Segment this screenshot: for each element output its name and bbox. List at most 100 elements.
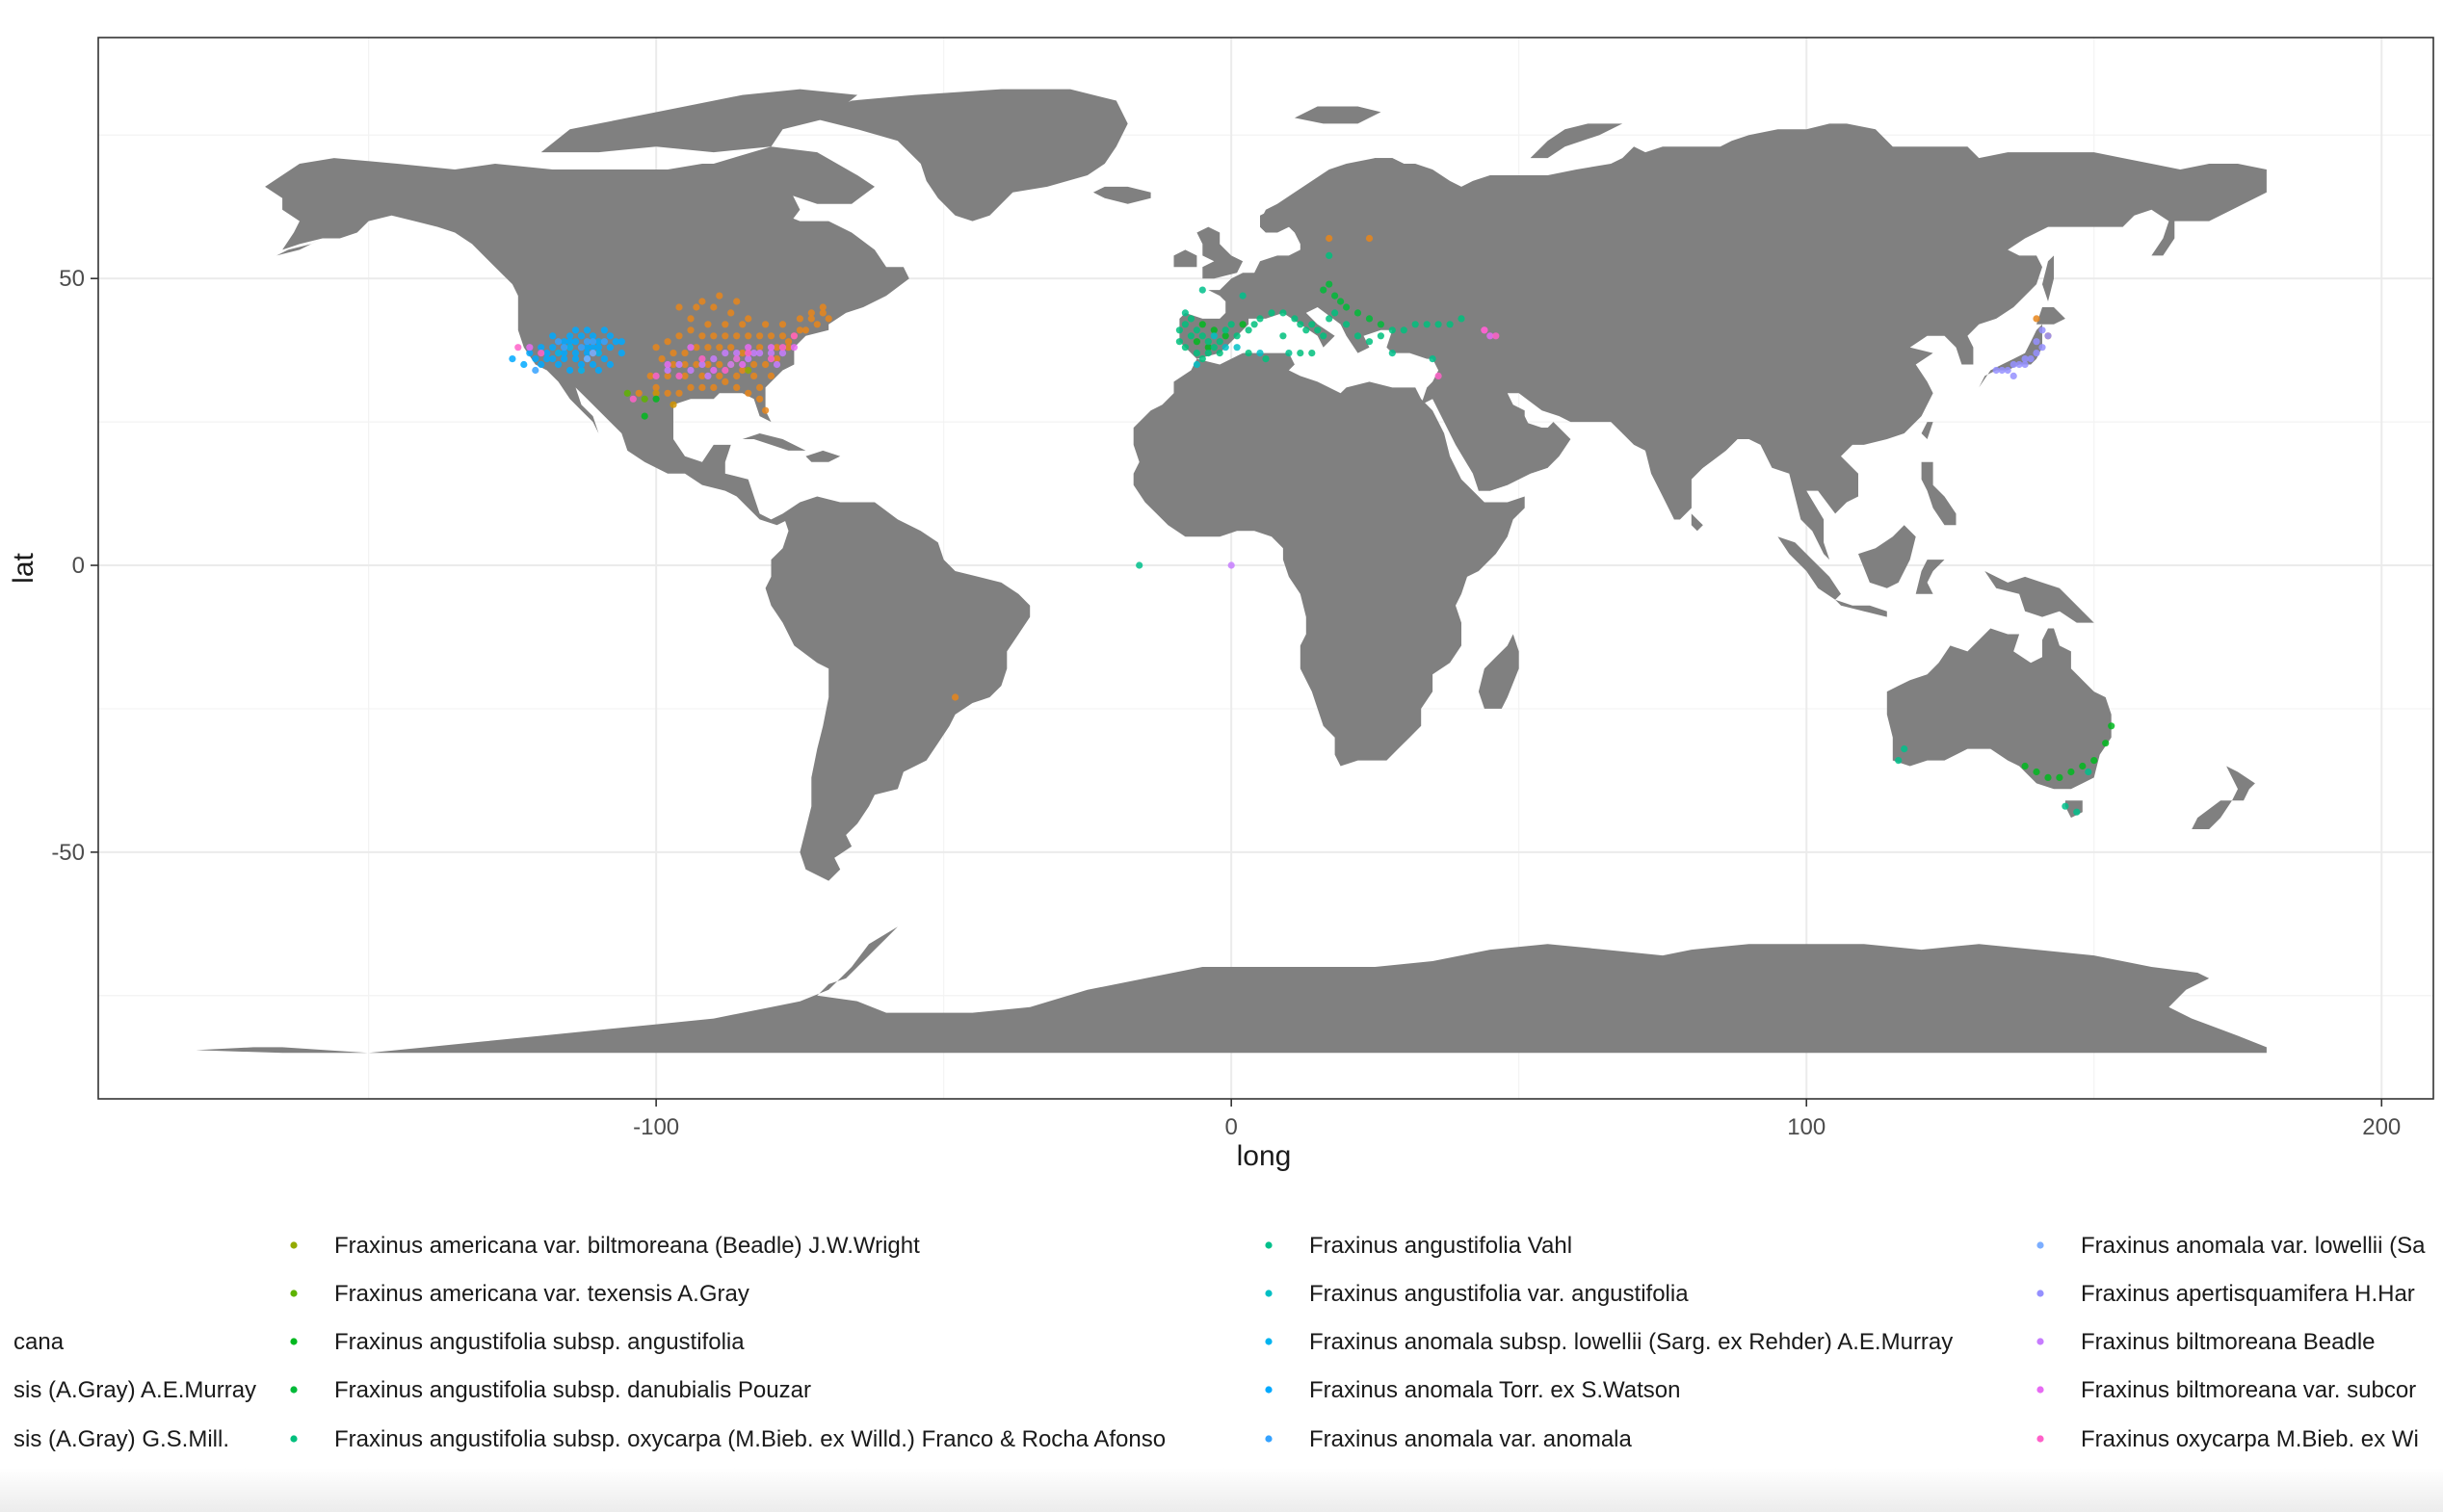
- occurrence-point: [1279, 332, 1287, 340]
- occurrence-point: [1198, 286, 1206, 294]
- occurrence-point: [762, 321, 770, 328]
- occurrence-point: [571, 338, 580, 346]
- x-tick-label: 0: [1224, 1114, 1237, 1140]
- occurrence-point: [773, 344, 781, 352]
- legend-key: [290, 1241, 298, 1249]
- legend-label: Fraxinus anomala var. lowellii (Sa: [2081, 1233, 2426, 1259]
- occurrence-point: [1992, 366, 2000, 375]
- occurrence-point: [1326, 251, 1333, 259]
- x-tick-label: -100: [633, 1114, 679, 1140]
- land-new-zealand-north: [2226, 766, 2255, 801]
- occurrence-point: [1297, 321, 1304, 328]
- y-axis: -50 0 50: [51, 266, 98, 866]
- occurrence-point: [1308, 321, 1316, 328]
- occurrence-point: [1365, 338, 1374, 346]
- occurrence-point: [767, 350, 775, 357]
- land-sri-lanka: [1691, 513, 1703, 532]
- legend-key: [290, 1338, 298, 1345]
- legend-key: [290, 1290, 298, 1297]
- land-baffin: [713, 146, 875, 204]
- occurrence-point: [698, 360, 706, 369]
- land-sulawesi: [1915, 560, 1945, 594]
- land-novaya-zemlya: [1530, 123, 1623, 159]
- occurrence-point: [733, 383, 741, 391]
- occurrence-point: [698, 383, 706, 391]
- occurrence-point: [722, 321, 729, 328]
- occurrence-point: [716, 360, 723, 369]
- occurrence-point: [635, 389, 643, 397]
- legend-label: Fraxinus angustifolia subsp. danubialis …: [334, 1377, 811, 1403]
- occurrence-point: [606, 360, 615, 369]
- occurrence-point: [687, 315, 695, 323]
- legend-key: [2036, 1386, 2044, 1394]
- occurrence-point: [589, 350, 597, 357]
- occurrence-point: [1216, 350, 1223, 357]
- occurrence-point: [652, 389, 660, 397]
- occurrence-point: [1492, 332, 1500, 340]
- occurrence-point: [1210, 344, 1218, 352]
- occurrence-point: [739, 360, 747, 369]
- occurrence-point: [555, 350, 563, 357]
- land-cuba: [742, 433, 806, 451]
- land-hispaniola: [805, 450, 841, 462]
- legend-key: [1265, 1241, 1273, 1249]
- occurrence-point: [1901, 745, 1908, 753]
- occurrence-point: [2010, 360, 2017, 369]
- occurrence-point: [2033, 768, 2040, 776]
- occurrence-point: [739, 350, 747, 357]
- occurrence-point: [589, 332, 597, 340]
- land-greenland: [811, 89, 1128, 222]
- window-bottom-edge: [0, 1468, 2443, 1512]
- occurrence-point: [819, 309, 827, 317]
- legend-key: [1265, 1290, 1273, 1297]
- occurrence-point: [543, 355, 551, 363]
- occurrence-point: [2010, 372, 2017, 379]
- occurrence-point: [698, 372, 706, 379]
- occurrence-point: [727, 344, 735, 352]
- occurrence-point: [670, 350, 677, 357]
- occurrence-point: [1331, 309, 1339, 317]
- occurrence-point: [722, 332, 729, 340]
- occurrence-point: [2044, 332, 2052, 340]
- occurrence-point: [600, 338, 609, 346]
- occurrence-point: [1210, 332, 1218, 340]
- occurrence-point: [693, 303, 700, 311]
- occurrence-point: [704, 321, 712, 328]
- occurrence-point: [710, 383, 718, 391]
- legend-key: [290, 1386, 298, 1394]
- land-new-guinea: [1984, 571, 2094, 623]
- occurrence-point: [641, 412, 648, 420]
- occurrence-point: [1291, 315, 1299, 323]
- occurrence-point: [1222, 326, 1229, 334]
- land-madagascar: [1478, 634, 1519, 709]
- occurrence-point: [549, 355, 557, 363]
- occurrence-point: [745, 315, 752, 323]
- occurrence-point: [722, 366, 729, 375]
- occurrence-point: [2033, 315, 2040, 323]
- occurrence-point: [778, 350, 787, 357]
- occurrence-point: [1187, 332, 1195, 340]
- occurrence-point: [716, 292, 723, 300]
- occurrence-point: [733, 332, 741, 340]
- occurrence-point: [687, 326, 695, 334]
- legend-label: Fraxinus anomala subsp. lowellii (Sarg. …: [1309, 1329, 1953, 1355]
- legend-key: [1265, 1386, 1273, 1394]
- occurrence-point: [722, 350, 729, 357]
- occurrence-point: [1175, 338, 1183, 346]
- occurrence-point: [652, 372, 660, 379]
- land-borneo: [1858, 525, 1916, 588]
- occurrence-point: [807, 309, 815, 317]
- occurrence-point: [1308, 350, 1316, 357]
- occurrence-point: [675, 389, 683, 397]
- occurrence-point: [594, 338, 603, 346]
- land-svalbard: [1294, 106, 1381, 124]
- land-new-zealand-south: [2192, 800, 2232, 829]
- occurrence-point: [1320, 332, 1327, 340]
- occurrence-point: [693, 344, 700, 352]
- occurrence-point: [509, 355, 516, 363]
- occurrence-point: [555, 338, 563, 346]
- occurrence-point: [612, 338, 619, 346]
- occurrence-point: [1181, 309, 1189, 317]
- occurrence-point: [566, 344, 574, 352]
- occurrence-point: [733, 372, 741, 379]
